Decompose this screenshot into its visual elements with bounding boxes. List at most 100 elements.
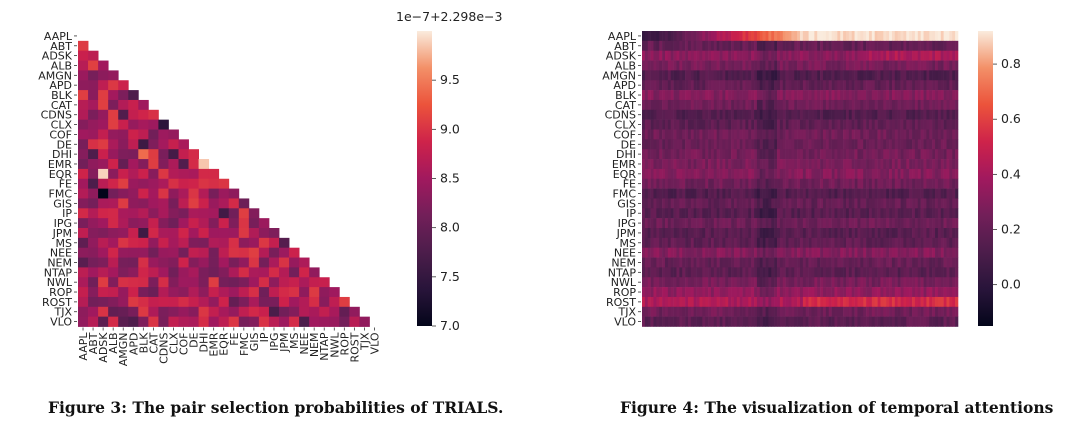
figure4-cell-CLX: [802, 119, 807, 130]
figure4-cell-NTAP: [817, 267, 821, 278]
figure4-cell-NEM: [800, 257, 804, 268]
figure4-cell-TJX: [952, 306, 956, 317]
figure4-cell-NEE: [774, 247, 778, 258]
figure4-cell-ROST: [676, 296, 680, 308]
figure4-cell-ABT: [923, 40, 927, 51]
figure4-cell-ROP: [794, 287, 798, 298]
figure4-cell-APD: [891, 80, 896, 91]
figure4-cell-NEE: [920, 247, 924, 258]
figure4-cell-MS: [785, 237, 789, 248]
figure4-cell-COF: [687, 129, 692, 140]
figure4-cell-VLO: [889, 316, 893, 327]
figure4-cell-DE: [860, 139, 864, 150]
figure4-cell-ALB: [762, 60, 766, 71]
figure4-cell-ABT: [834, 40, 838, 51]
figure4-cell-VLO: [725, 316, 729, 327]
figure3-cell-COF-AMGN: [118, 129, 129, 140]
figure4-cell-ROST: [912, 296, 916, 308]
figure4-cell-GIS: [765, 198, 769, 209]
figure4-cell-GIS: [779, 198, 784, 209]
figure4-cell-NEM: [785, 257, 789, 268]
figure4-cell-VLO: [834, 316, 838, 327]
figure4-cell-CDNS: [794, 109, 798, 120]
figure4-cell-CLX: [937, 119, 942, 130]
figure4-cell-NWL: [731, 277, 735, 288]
figure3-cell-DHI-DE: [188, 149, 199, 160]
figure4-cell-EQR: [877, 168, 881, 180]
figure4-cell-JPM: [854, 228, 858, 239]
figure4-cell-ALB: [731, 60, 735, 71]
figure3-cell-ROP-DHI: [198, 287, 210, 298]
figure4-cell-IPG: [644, 218, 649, 229]
figure4-cell-NWL: [687, 277, 692, 288]
figure4-cell-NWL: [923, 277, 927, 288]
figure4-cell-ABT: [871, 40, 875, 51]
figure3-cell-TJX-ROP: [339, 306, 350, 318]
figure3-cell-COF-BLK: [138, 129, 149, 140]
figure4-cell-NWL: [725, 277, 729, 288]
figure4-cell-AMGN: [782, 70, 786, 81]
figure3-cell-VLO-TJX: [359, 316, 370, 327]
figure3-cell-GIS-CLX: [168, 198, 179, 209]
figure4-cell-NEM: [903, 257, 907, 268]
figure4-cell-MS: [917, 237, 921, 248]
figure4-cell-FMC: [791, 188, 795, 199]
figure4-cell-IPG: [863, 218, 867, 229]
figure4-cell-CDNS: [656, 109, 660, 120]
figure4-cell-CLX: [843, 119, 847, 130]
figure4-cell-DHI: [739, 149, 743, 160]
figure4-cell-IP: [840, 208, 844, 219]
figure4-cell-DHI: [883, 149, 887, 160]
figure4-cell-TJX: [771, 306, 775, 317]
figure4-cell-MS: [886, 237, 890, 248]
figure4-cell-VLO: [949, 316, 953, 327]
figure4-cell-ABT: [702, 40, 706, 51]
figure4-cell-ADSK: [693, 50, 697, 61]
figure4-cell-MS: [797, 237, 801, 248]
figure4-cell-CDNS: [883, 109, 887, 120]
figure4-cell-NTAP: [814, 267, 818, 278]
figure4-cell-ALB: [851, 60, 855, 71]
figure4-cell-CDNS: [871, 109, 875, 120]
figure4-cell-DHI: [754, 149, 758, 160]
figure4-cell-ROP: [685, 287, 689, 298]
figure4-cell-EMR: [676, 159, 680, 170]
figure4-cell-NEE: [644, 247, 649, 258]
figure4-cell-FE: [946, 178, 950, 189]
figure4-cell-CAT: [929, 99, 933, 111]
figure4-cell-CLX: [926, 119, 930, 130]
figure4-cell-CLX: [687, 119, 692, 130]
figure4-cell-CLX: [725, 119, 729, 130]
figure4-cells: [642, 31, 959, 327]
figure4-cell-CLX: [897, 119, 901, 130]
figure3-cell-NEE-MS: [289, 247, 300, 258]
figure4-cell-ABT: [877, 40, 881, 51]
figure4-cell-ROST: [805, 296, 809, 308]
figure4-cell-EQR: [716, 168, 720, 180]
figure4-cell-NEM: [840, 257, 844, 268]
figure4-cell-ABT: [756, 40, 761, 51]
figure4-cell-FMC: [805, 188, 809, 199]
figure4-cell-ABT: [682, 40, 686, 51]
figure4-cell-JPM: [828, 228, 832, 239]
figure4-cell-DHI: [736, 149, 740, 160]
figure4-cell-ADSK: [679, 50, 683, 61]
figure3-cell-TJX-AAPL: [78, 306, 89, 318]
figure4-cell-FE: [886, 178, 890, 189]
figure3-cell-FE-CAT: [148, 178, 159, 189]
figure4-cell-CAT: [696, 99, 700, 111]
figure4-cell-COF: [779, 129, 784, 140]
figure4-cell-ADSK: [673, 50, 677, 61]
figure4-cell-CDNS: [825, 109, 830, 120]
figure4-cell-CLX: [834, 119, 838, 130]
figure3-cell-EQR-ABT: [88, 168, 99, 180]
figure4-cell-DHI: [751, 149, 755, 160]
figure4-cell-EMR: [722, 159, 726, 170]
figure4-cell-ROP: [814, 287, 818, 298]
figure4-cell-GIS: [900, 198, 904, 209]
figure4-cell-ABT: [808, 40, 812, 51]
figure4-cell-FMC: [679, 188, 683, 199]
figure4-cell-VLO: [642, 316, 646, 327]
figure4-cell-AAPL: [808, 31, 812, 42]
figure4-cell-FE: [874, 178, 878, 189]
